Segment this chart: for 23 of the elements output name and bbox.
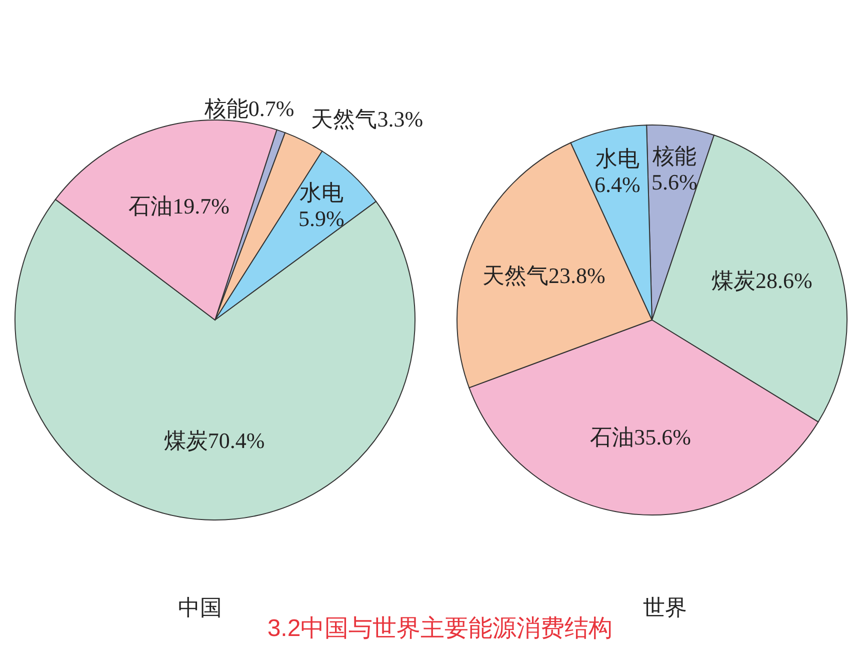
data-label: 28.6% bbox=[756, 268, 812, 294]
data-label: 3.3% bbox=[377, 106, 424, 132]
slice-label: 天然气 bbox=[311, 106, 378, 132]
data-label: 0.7% bbox=[248, 96, 294, 122]
slice-label: 煤炭 bbox=[164, 428, 208, 453]
slice-label: 煤炭 bbox=[712, 268, 756, 294]
slice-label: 核能 bbox=[651, 144, 696, 169]
text: 世界 bbox=[643, 595, 687, 620]
data-label: 5.6% bbox=[652, 170, 698, 195]
data-label: 5.9% bbox=[298, 206, 344, 231]
slice-label: 水电 bbox=[595, 146, 640, 171]
slice-label: 石油 bbox=[128, 194, 173, 219]
slice-label: 天然气 bbox=[482, 263, 549, 288]
slice-label: 核能 bbox=[203, 96, 248, 122]
slice-label: 石油 bbox=[590, 424, 634, 450]
data-label: 35.6% bbox=[634, 424, 691, 450]
data-label: 6.4% bbox=[594, 172, 640, 197]
text: 中国 bbox=[178, 595, 222, 620]
data-label: 70.4% bbox=[208, 428, 265, 453]
slice-label: 水电 bbox=[299, 180, 344, 205]
text: 3.2中国与世界主要能源消费结构 bbox=[267, 615, 613, 642]
data-label: 19.7% bbox=[172, 194, 230, 219]
data-label: 23.8% bbox=[548, 263, 606, 288]
